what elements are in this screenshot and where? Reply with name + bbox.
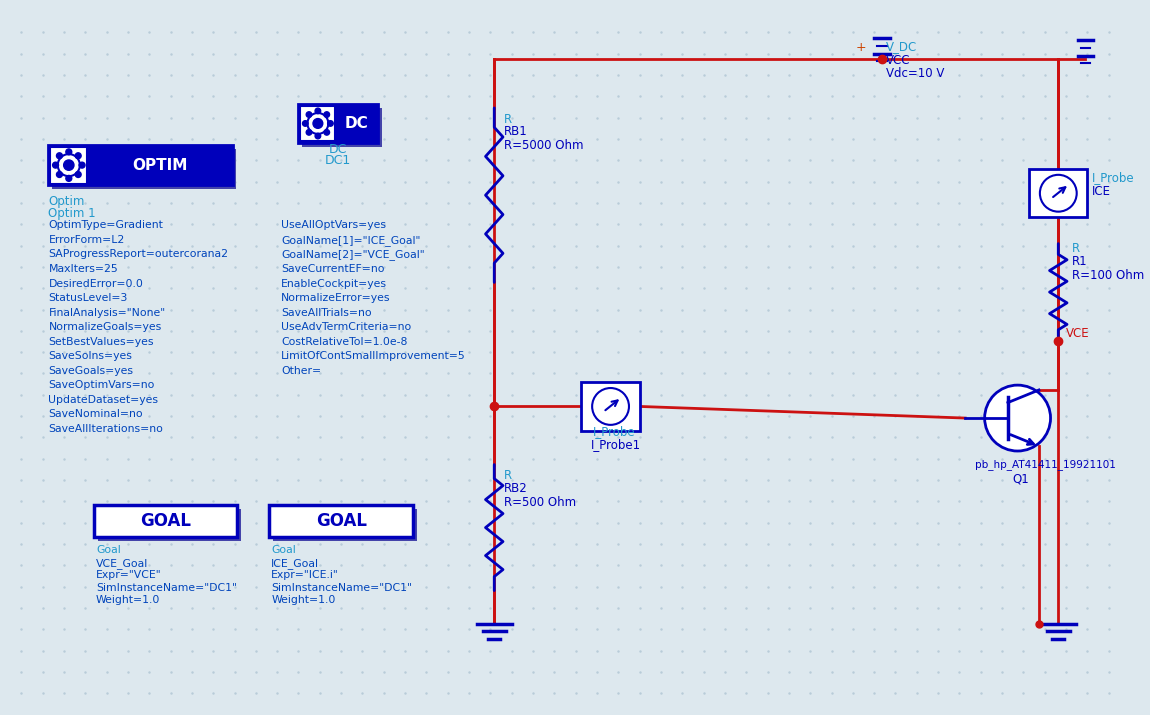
Text: UseAllOptVars=yes: UseAllOptVars=yes: [281, 220, 386, 230]
Circle shape: [56, 172, 62, 177]
Text: SaveSolns=yes: SaveSolns=yes: [48, 351, 132, 361]
Text: SaveAllTrials=no: SaveAllTrials=no: [281, 307, 371, 317]
Text: VCC: VCC: [886, 54, 911, 66]
Text: UseAdvTermCriteria=no: UseAdvTermCriteria=no: [281, 322, 412, 332]
Text: R=100 Ohm: R=100 Ohm: [1072, 269, 1144, 282]
Text: R: R: [504, 113, 512, 126]
Text: RB1: RB1: [504, 125, 528, 139]
Text: Q1: Q1: [1013, 473, 1029, 485]
Text: SetBestValues=yes: SetBestValues=yes: [48, 337, 154, 347]
Text: Other=: Other=: [281, 366, 321, 376]
Text: GOAL: GOAL: [140, 512, 191, 531]
Circle shape: [328, 121, 334, 127]
Text: DesiredError=0.0: DesiredError=0.0: [48, 279, 144, 289]
Text: Expr="ICE.i": Expr="ICE.i": [271, 571, 339, 581]
Text: ErrorForm=L2: ErrorForm=L2: [48, 235, 124, 245]
Circle shape: [66, 175, 71, 182]
Circle shape: [315, 133, 321, 139]
Circle shape: [53, 162, 59, 168]
Text: SimInstanceName="DC1": SimInstanceName="DC1": [271, 583, 412, 593]
Text: +: +: [856, 41, 866, 54]
Text: FinalAnalysis="None": FinalAnalysis="None": [48, 307, 166, 317]
FancyBboxPatch shape: [582, 383, 639, 430]
Circle shape: [79, 162, 85, 168]
FancyBboxPatch shape: [48, 144, 232, 185]
Text: DC1: DC1: [325, 154, 352, 167]
FancyBboxPatch shape: [51, 147, 87, 184]
Circle shape: [56, 153, 62, 159]
Circle shape: [324, 112, 330, 117]
Text: I_Probe1: I_Probe1: [591, 438, 642, 451]
Text: DC: DC: [345, 116, 368, 131]
Circle shape: [324, 129, 330, 135]
Text: R=500 Ohm: R=500 Ohm: [504, 495, 576, 508]
Text: Goal: Goal: [271, 545, 296, 555]
Text: R: R: [504, 470, 512, 483]
Circle shape: [984, 385, 1051, 451]
Circle shape: [75, 153, 82, 159]
Text: EnableCockpit=yes: EnableCockpit=yes: [281, 279, 388, 289]
Text: I_Probe: I_Probe: [593, 425, 636, 438]
Text: SaveAllIterations=no: SaveAllIterations=no: [48, 424, 163, 434]
Text: pb_hp_AT41411_19921101: pb_hp_AT41411_19921101: [975, 459, 1116, 470]
Text: SaveNominal=no: SaveNominal=no: [48, 410, 143, 420]
Text: VCE_Goal: VCE_Goal: [95, 558, 148, 568]
Text: V_DC: V_DC: [886, 40, 917, 53]
Circle shape: [1040, 175, 1076, 212]
Text: ICE: ICE: [1092, 184, 1111, 197]
FancyBboxPatch shape: [299, 104, 378, 143]
Text: R=5000 Ohm: R=5000 Ohm: [504, 139, 583, 152]
Circle shape: [315, 108, 321, 114]
Circle shape: [63, 160, 74, 170]
Text: SAProgressReport=outercorana2: SAProgressReport=outercorana2: [48, 250, 229, 260]
Text: SaveGoals=yes: SaveGoals=yes: [48, 366, 133, 376]
Text: Optim 1: Optim 1: [48, 207, 97, 220]
Text: Expr="VCE": Expr="VCE": [95, 571, 161, 581]
Text: StatusLevel=3: StatusLevel=3: [48, 293, 128, 303]
Circle shape: [302, 121, 308, 127]
Text: Weight=1.0: Weight=1.0: [271, 596, 336, 606]
Text: NormalizeGoals=yes: NormalizeGoals=yes: [48, 322, 162, 332]
Text: I_Probe: I_Probe: [1092, 171, 1135, 184]
Text: SimInstanceName="DC1": SimInstanceName="DC1": [95, 583, 237, 593]
Text: GoalName[2]="VCE_Goal": GoalName[2]="VCE_Goal": [281, 250, 424, 260]
FancyBboxPatch shape: [94, 506, 237, 537]
Circle shape: [592, 388, 629, 425]
Text: NormalizeError=yes: NormalizeError=yes: [281, 293, 391, 303]
FancyBboxPatch shape: [98, 509, 241, 541]
FancyBboxPatch shape: [300, 106, 336, 141]
Text: Optim: Optim: [48, 195, 85, 208]
Text: OptimType=Gradient: OptimType=Gradient: [48, 220, 163, 230]
Text: Vdc=10 V: Vdc=10 V: [886, 67, 944, 80]
Text: VCE: VCE: [1066, 327, 1090, 340]
FancyBboxPatch shape: [53, 149, 237, 189]
Circle shape: [306, 112, 312, 117]
Text: Goal: Goal: [95, 545, 121, 555]
Text: LimitOfContSmallImprovement=5: LimitOfContSmallImprovement=5: [281, 351, 466, 361]
Text: OPTIM: OPTIM: [132, 157, 187, 172]
Circle shape: [66, 149, 71, 155]
Text: SaveOptimVars=no: SaveOptimVars=no: [48, 380, 155, 390]
FancyBboxPatch shape: [1029, 169, 1088, 217]
Text: SaveCurrentEF=no: SaveCurrentEF=no: [281, 264, 384, 274]
Circle shape: [75, 172, 82, 177]
Text: CostRelativeTol=1.0e-8: CostRelativeTol=1.0e-8: [281, 337, 407, 347]
Circle shape: [313, 119, 323, 128]
Text: GoalName[1]="ICE_Goal": GoalName[1]="ICE_Goal": [281, 235, 421, 246]
Text: R1: R1: [1072, 255, 1088, 268]
Text: ICE_Goal: ICE_Goal: [271, 558, 320, 568]
FancyBboxPatch shape: [274, 509, 416, 541]
Text: DC: DC: [329, 142, 347, 156]
Text: R: R: [1072, 242, 1080, 255]
FancyBboxPatch shape: [269, 506, 413, 537]
Text: RB2: RB2: [504, 482, 528, 495]
Circle shape: [306, 129, 312, 135]
FancyBboxPatch shape: [302, 108, 382, 147]
Text: GOAL: GOAL: [315, 512, 367, 531]
Text: UpdateDataset=yes: UpdateDataset=yes: [48, 395, 159, 405]
Text: Weight=1.0: Weight=1.0: [95, 596, 160, 606]
Text: MaxIters=25: MaxIters=25: [48, 264, 118, 274]
